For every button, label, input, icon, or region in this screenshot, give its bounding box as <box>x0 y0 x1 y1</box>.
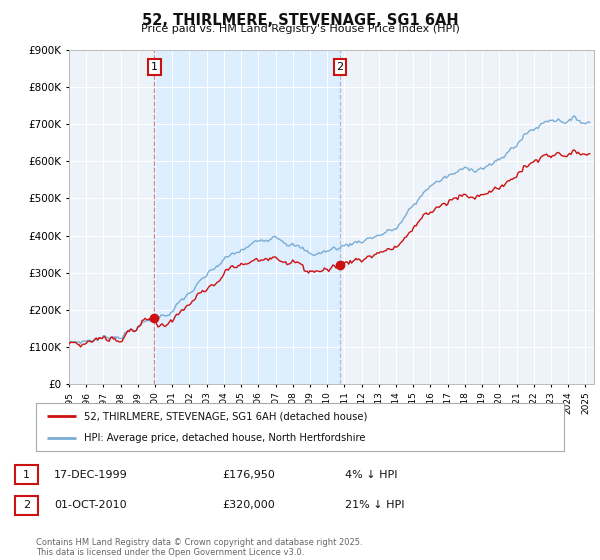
Text: £320,000: £320,000 <box>222 500 275 510</box>
Text: 01-OCT-2010: 01-OCT-2010 <box>54 500 127 510</box>
Text: 1: 1 <box>23 470 30 480</box>
Text: 52, THIRLMERE, STEVENAGE, SG1 6AH: 52, THIRLMERE, STEVENAGE, SG1 6AH <box>142 13 458 28</box>
Text: 2: 2 <box>337 62 344 72</box>
Text: HPI: Average price, detached house, North Hertfordshire: HPI: Average price, detached house, Nort… <box>83 433 365 443</box>
Text: Price paid vs. HM Land Registry's House Price Index (HPI): Price paid vs. HM Land Registry's House … <box>140 24 460 34</box>
Bar <box>154 50 340 384</box>
Text: 21% ↓ HPI: 21% ↓ HPI <box>345 500 404 510</box>
Text: 52, THIRLMERE, STEVENAGE, SG1 6AH (detached house): 52, THIRLMERE, STEVENAGE, SG1 6AH (detac… <box>83 411 367 421</box>
Text: 2: 2 <box>23 500 30 510</box>
Text: 17-DEC-1999: 17-DEC-1999 <box>54 470 128 480</box>
Text: 1: 1 <box>151 62 158 72</box>
Text: 4% ↓ HPI: 4% ↓ HPI <box>345 470 398 480</box>
Text: Contains HM Land Registry data © Crown copyright and database right 2025.
This d: Contains HM Land Registry data © Crown c… <box>36 538 362 557</box>
Text: £176,950: £176,950 <box>222 470 275 480</box>
